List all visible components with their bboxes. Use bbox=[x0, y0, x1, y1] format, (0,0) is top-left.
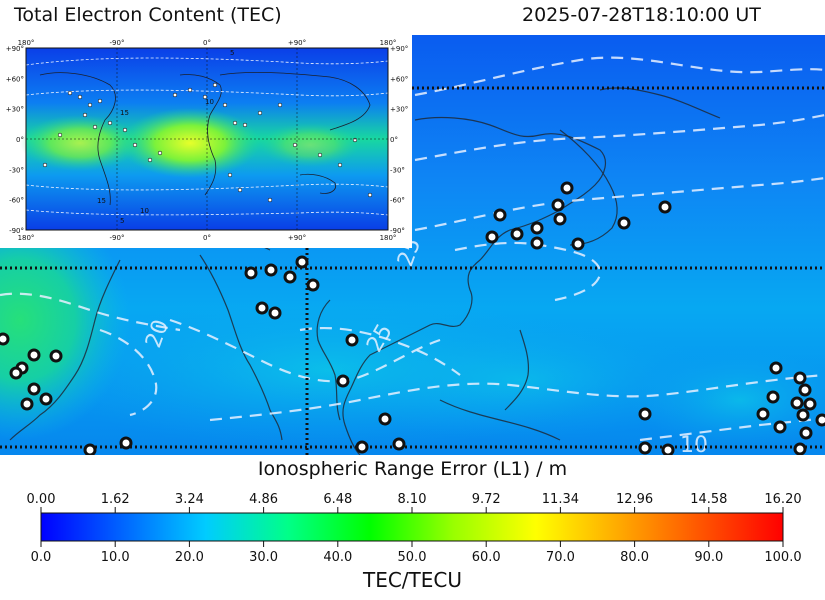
inset-lat-tick-label: +90° bbox=[6, 45, 24, 53]
colorbar-bottom-tick-label: 90.0 bbox=[694, 550, 723, 565]
inset-bottom-lon-ticks: 180° -90° 0° +90° 180° bbox=[18, 234, 397, 242]
inset-lon-tick-label: 180° bbox=[18, 39, 35, 47]
inset-lon-tick-label: 0° bbox=[203, 234, 211, 242]
inset-contour-label: 5 bbox=[120, 217, 124, 225]
inset-lat-tick-label: +30° bbox=[6, 106, 24, 114]
colorbar-top-tick-label: 9.72 bbox=[472, 492, 501, 507]
inset-graticule bbox=[26, 48, 388, 230]
colorbar-top-tick-label: 12.96 bbox=[616, 492, 653, 507]
inset-lon-tick-label: 180° bbox=[380, 39, 397, 47]
colorbar-top-tick-label: 4.86 bbox=[249, 492, 278, 507]
inset-top-lon-ticks: 180° -90° 0° +90° 180° bbox=[18, 39, 397, 47]
inset-contour-label: 10 bbox=[140, 207, 149, 215]
inset-lat-tick-label: -90° bbox=[390, 227, 405, 235]
inset-lat-tick-label: 0° bbox=[16, 136, 24, 144]
inset-lat-tick-label: +60° bbox=[6, 75, 24, 83]
colorbar-bottom-ticks: 0.0 10.0 20.0 30.0 40.0 50.0 60.0 70.0 80.0 90.0 1… bbox=[31, 541, 802, 565]
inset-lon-tick-label: +90° bbox=[288, 234, 306, 242]
inset-lat-tick-label: -90° bbox=[9, 227, 24, 235]
colorbar-top-tick-label: 11.34 bbox=[542, 492, 579, 507]
inset-lat-tick-label: +30° bbox=[390, 106, 408, 114]
colorbar-top-tick-label: 0.00 bbox=[27, 492, 56, 507]
colorbar-bottom-tick-label: 30.0 bbox=[249, 550, 278, 565]
tec-unit-title: TEC/TECU bbox=[362, 568, 462, 592]
colorbar-top-tick-label: 1.62 bbox=[101, 492, 130, 507]
colorbar-top-tick-label: 14.58 bbox=[690, 492, 727, 507]
graticule bbox=[0, 86, 825, 455]
colorbar-bottom-tick-label: 0.0 bbox=[31, 550, 52, 565]
station-markers bbox=[0, 181, 825, 455]
colorbar-top-tick-label: 16.20 bbox=[764, 492, 801, 507]
colorbar-top-tick-label: 6.48 bbox=[323, 492, 352, 507]
inset-left-lat-ticks: +90° +60° +30° 0° -30° -60° -90° bbox=[6, 45, 24, 235]
timestamp: 2025-07-28T18:10:00 UT bbox=[522, 4, 761, 26]
tec-colorbar: 0.00 1.62 3.24 4.86 6.48 8.10 9.72 11.34 12.96 14… bbox=[27, 492, 802, 565]
contour-label: 10 bbox=[680, 433, 708, 455]
inset-lon-tick-label: 180° bbox=[380, 234, 397, 242]
inset-coastlines bbox=[39, 71, 371, 206]
colorbar-bottom-tick-label: 50.0 bbox=[398, 550, 427, 565]
colorbar-gradient bbox=[40, 512, 784, 542]
colorbar-top-ticks: 0.00 1.62 3.24 4.86 6.48 8.10 9.72 11.34 12.96 14… bbox=[27, 492, 802, 513]
colorbar-bottom-tick-label: 100.0 bbox=[764, 550, 801, 565]
inset-lat-tick-label: +60° bbox=[390, 75, 408, 83]
tec-map: 20 25 25 10 bbox=[0, 35, 825, 455]
inset-lat-tick-label: +90° bbox=[390, 45, 408, 53]
inset-lat-tick-label: 0° bbox=[390, 136, 398, 144]
inset-contour-label: 10 bbox=[205, 98, 214, 106]
colorbar-bottom-tick-label: 70.0 bbox=[546, 550, 575, 565]
inset-lat-tick-label: -30° bbox=[9, 166, 24, 174]
high-tec-region bbox=[0, 200, 130, 440]
colorbar-bottom-tick-label: 60.0 bbox=[472, 550, 501, 565]
inset-lon-tick-label: -90° bbox=[110, 39, 125, 47]
colorbar-top-tick-label: 8.10 bbox=[398, 492, 427, 507]
inset-lat-tick-label: -60° bbox=[9, 197, 24, 205]
world-inset-map: 5 10 15 5 10 15 180° -90° 0° +90° 180° 180° -… bbox=[0, 35, 412, 248]
map-title: Total Electron Content (TEC) bbox=[14, 4, 282, 26]
inset-contour-label: 15 bbox=[97, 197, 106, 205]
inset-lat-tick-label: -30° bbox=[390, 166, 405, 174]
inset-contour-label: 5 bbox=[230, 49, 234, 57]
inset-contours bbox=[25, 57, 389, 216]
inset-lon-tick-label: -90° bbox=[110, 234, 125, 242]
colorbar-top-tick-label: 3.24 bbox=[175, 492, 204, 507]
inset-lat-tick-label: -60° bbox=[390, 197, 405, 205]
colorbar-bottom-tick-label: 20.0 bbox=[175, 550, 204, 565]
inset-lon-tick-label: +90° bbox=[288, 39, 306, 47]
inset-station-markers bbox=[42, 82, 373, 203]
inset-lon-tick-label: 180° bbox=[18, 234, 35, 242]
inset-right-lat-ticks: +90° +60° +30° 0° -30° -60° -90° bbox=[390, 45, 408, 235]
tec-contours bbox=[0, 56, 825, 442]
inset-lon-tick-label: 0° bbox=[203, 39, 211, 47]
colorbar-bottom-tick-label: 80.0 bbox=[620, 550, 649, 565]
colorbar-bottom-tick-label: 40.0 bbox=[323, 550, 352, 565]
inset-contour-label: 15 bbox=[120, 109, 129, 117]
colorbar-bottom-tick-label: 10.0 bbox=[101, 550, 130, 565]
range-error-title: Ionospheric Range Error (L1) / m bbox=[257, 458, 568, 480]
